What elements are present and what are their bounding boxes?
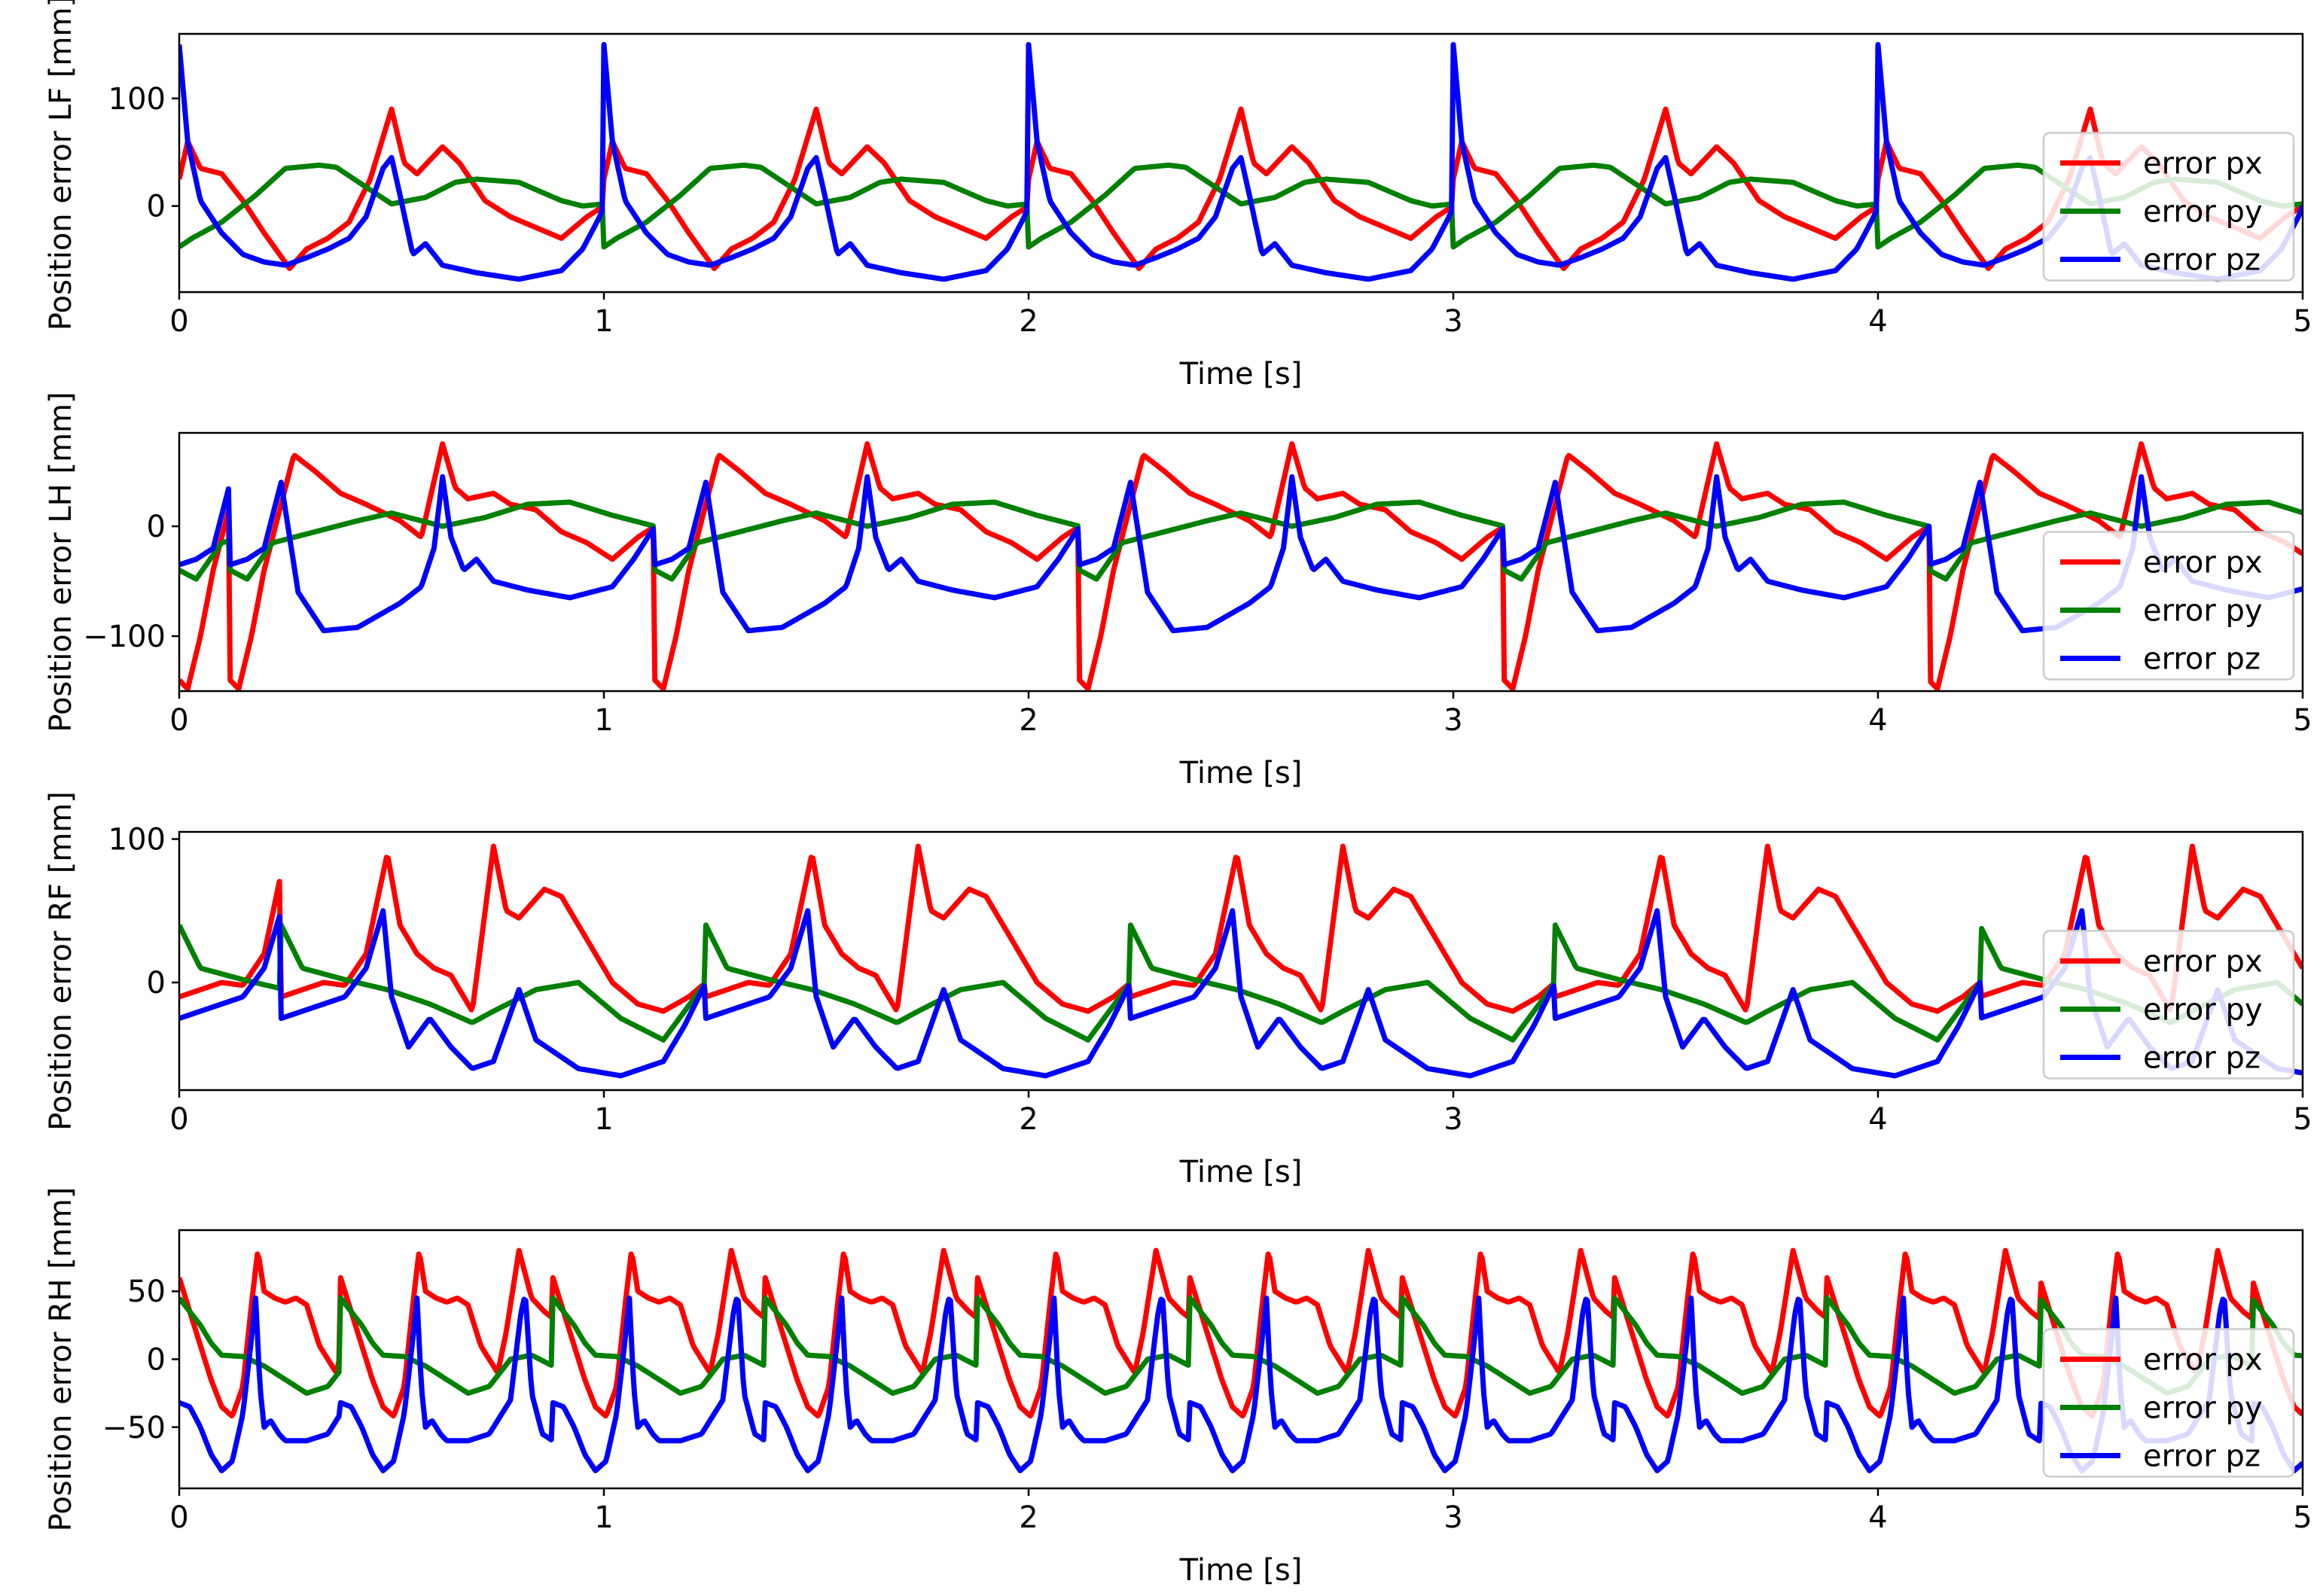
x-tick-label: 4 xyxy=(1868,703,1887,738)
legend-label-py: error py xyxy=(2143,993,2263,1028)
x-tick-label: 5 xyxy=(2293,703,2312,738)
x-tick-label: 1 xyxy=(594,703,613,738)
axes-frame xyxy=(178,830,2304,1092)
legend-box xyxy=(2042,132,2295,282)
series-line-px xyxy=(179,1247,2303,1419)
axes-frame xyxy=(178,32,2304,294)
x-tick-label: 1 xyxy=(594,1102,613,1137)
legend-label-px: error px xyxy=(2143,945,2263,979)
x-tick-label: 4 xyxy=(1868,1500,1887,1535)
legend-box xyxy=(2042,930,2295,1080)
series-line-px xyxy=(179,441,2303,691)
series-line-px xyxy=(179,843,2303,1014)
legend-label-pz: error pz xyxy=(2143,1041,2261,1076)
series-line-pz xyxy=(179,908,2303,1079)
x-tick-label: 5 xyxy=(2293,304,2312,339)
panel-rh: Position error RH [mm] Time [s] 0 1 2 3 4 5 −5… xyxy=(44,1187,2312,1588)
y-tick-label: 100 xyxy=(108,82,166,117)
y-tick-label: 100 xyxy=(108,823,166,857)
legend-label-pz: error pz xyxy=(2143,642,2261,677)
y-tick-label: 0 xyxy=(147,190,166,224)
legend-label-px: error px xyxy=(2143,147,2263,181)
y-tick-label: −100 xyxy=(83,620,166,654)
xlabel-rh: Time [s] xyxy=(1179,1553,1303,1588)
plot-area xyxy=(179,1247,2303,1473)
x-tick-label: 2 xyxy=(1019,703,1038,738)
series-line-pz xyxy=(179,474,2303,634)
legend-label-pz: error pz xyxy=(2143,243,2261,278)
xlabel-rf: Time [s] xyxy=(1179,1155,1303,1189)
panel-rf: Position error RF [mm] Time [s] 0 1 2 3 4 5 0 1… xyxy=(44,791,2312,1189)
y-tick-label: 50 xyxy=(127,1275,166,1309)
ylabel-lf: Position error LF [mm] xyxy=(44,0,78,330)
x-tick-label: 5 xyxy=(2293,1102,2312,1137)
x-tick-label: 3 xyxy=(1443,703,1462,738)
y-tick-label: 0 xyxy=(147,966,166,1001)
legend-label-py: error py xyxy=(2143,594,2263,629)
x-tick-label: 0 xyxy=(169,1500,188,1535)
x-tick-label: 4 xyxy=(1868,304,1887,339)
series-line-pz xyxy=(179,41,2303,282)
legend-box xyxy=(2042,1328,2295,1478)
x-tick-label: 0 xyxy=(169,304,188,339)
legend: error px error py error pz xyxy=(2042,930,2295,1080)
x-tick-label: 3 xyxy=(1443,304,1462,339)
legend: error px error py error pz xyxy=(2042,132,2295,282)
plot-area xyxy=(179,441,2303,691)
x-tick-label: 2 xyxy=(1019,1500,1038,1535)
y-tick-label: −50 xyxy=(102,1411,166,1445)
series-line-pz xyxy=(179,1295,2303,1473)
plot-area xyxy=(179,843,2303,1079)
legend: error px error py error pz xyxy=(2042,1328,2295,1478)
ylabel-lh: Position error LH [mm] xyxy=(44,391,78,732)
xlabel-lh: Time [s] xyxy=(1179,756,1303,790)
legend-label-px: error px xyxy=(2143,1343,2263,1378)
series-line-px xyxy=(179,106,2303,272)
legend-box xyxy=(2042,531,2295,681)
x-tick-label: 0 xyxy=(169,1102,188,1137)
axes-frame xyxy=(178,431,2304,693)
x-tick-label: 1 xyxy=(594,1500,613,1535)
x-tick-label: 1 xyxy=(594,304,613,339)
legend-label-pz: error pz xyxy=(2143,1439,2261,1474)
ylabel-rh: Position error RH [mm] xyxy=(44,1187,78,1532)
x-tick-label: 3 xyxy=(1443,1500,1462,1535)
legend-label-py: error py xyxy=(2143,195,2263,230)
y-tick-label: 0 xyxy=(147,1343,166,1378)
series-line-py xyxy=(179,1295,2303,1396)
panel-lf: Position error LF [mm] Time [s] 0 1 2 3 4 5 0 1… xyxy=(44,0,2312,391)
y-tick-label: 0 xyxy=(147,510,166,544)
x-tick-label: 0 xyxy=(169,703,188,738)
x-tick-label: 5 xyxy=(2293,1500,2312,1535)
x-tick-label: 2 xyxy=(1019,1102,1038,1137)
panel-lh: Position error LH [mm] Time [s] 0 1 2 3 4 5 −1… xyxy=(44,391,2312,790)
series-line-py xyxy=(179,499,2303,582)
xlabel-lf: Time [s] xyxy=(1179,357,1303,391)
x-tick-label: 4 xyxy=(1868,1102,1887,1137)
ylabel-rf: Position error RF [mm] xyxy=(44,791,78,1131)
legend: error px error py error pz xyxy=(2042,531,2295,681)
series-line-py xyxy=(179,163,2303,250)
legend-label-px: error px xyxy=(2143,546,2263,580)
axes-frame xyxy=(178,1229,2304,1490)
plot-area xyxy=(179,41,2303,282)
x-tick-label: 2 xyxy=(1019,304,1038,339)
legend-label-py: error py xyxy=(2143,1391,2263,1426)
x-tick-label: 3 xyxy=(1443,1102,1462,1137)
